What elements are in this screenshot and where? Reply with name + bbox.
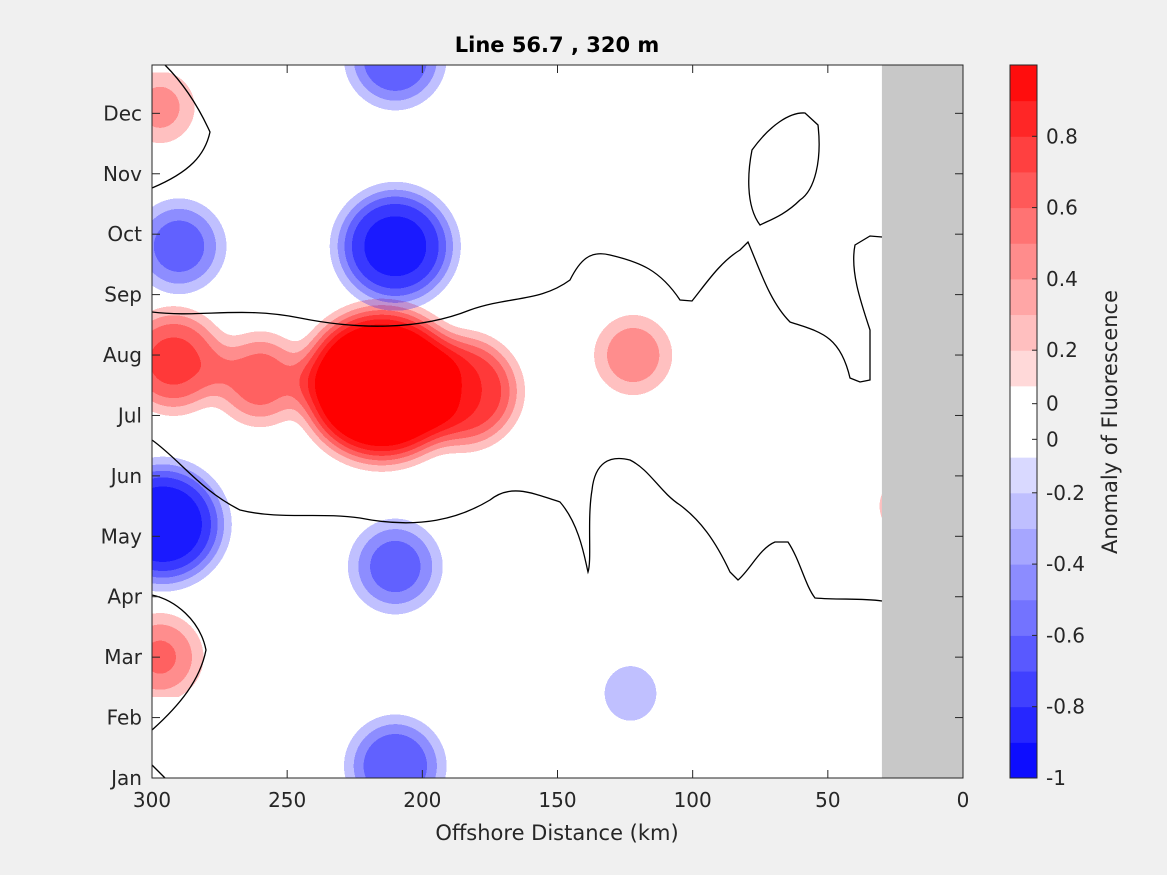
colorbar-tick-label: 0.2 (1046, 338, 1078, 362)
colorbar-segment (1010, 528, 1037, 565)
anomaly-blob-negative (351, 65, 439, 104)
anomaly-blob-negative (351, 721, 440, 778)
anomaly-blob-positive (305, 313, 458, 458)
y-tick-label: Apr (107, 585, 142, 609)
anomaly-blob-positive (152, 72, 194, 142)
colorbar-segment (1010, 207, 1037, 244)
zero-contour-upper (151, 235, 883, 383)
colorbar-segment (1010, 136, 1037, 173)
anomaly-blob-positive (218, 337, 302, 422)
y-tick-label: Dec (103, 101, 142, 125)
y-tick-label: Jan (109, 766, 142, 790)
colorbar-segment (1010, 65, 1037, 102)
x-axis: 300 250 200 150 100 50 0 (133, 65, 969, 812)
anomaly-blob-negative (601, 662, 660, 725)
colorbar-segment (1010, 314, 1037, 351)
colorbar-tick-label: 0 (1046, 427, 1059, 451)
colorbar (1010, 65, 1037, 779)
colorbar-segment (1010, 457, 1037, 494)
colorbar-frame (1009, 64, 1038, 779)
colorbar-segment (1010, 492, 1037, 529)
colorbar-tick-label: 0.8 (1046, 124, 1078, 148)
no-data-region (881, 65, 963, 778)
y-tick-label: Oct (107, 222, 142, 246)
colorbar-label: Anomaly of Fluorescence (1098, 290, 1122, 554)
x-axis-label: Offshore Distance (km) (435, 821, 678, 845)
x-tick-label: 250 (268, 788, 306, 812)
x-tick-label: 50 (815, 788, 840, 812)
plot-area (152, 65, 963, 778)
x-tick-label: 300 (133, 788, 171, 812)
colorbar-tick-label: -0.6 (1046, 623, 1085, 647)
anomaly-blob-positive (410, 339, 516, 443)
chart-title: Line 56.7 , 320 m (455, 33, 660, 57)
zero-contours (151, 64, 883, 779)
colorbar-tick-label: 0 (1046, 392, 1059, 416)
colorbar-tick-label: -0.8 (1046, 695, 1085, 719)
y-tick-label: Aug (103, 343, 142, 367)
negative-blobs (152, 65, 882, 778)
colorbar-tick-label: -0.4 (1046, 552, 1085, 576)
negative-anomaly-layer (152, 65, 882, 778)
x-tick-label: 100 (674, 788, 712, 812)
colorbar-tick-label: -1 (1046, 766, 1066, 790)
x-tick-label: 0 (957, 788, 970, 812)
colorbar-segment (1010, 599, 1037, 636)
y-tick-label: Mar (104, 645, 143, 669)
zero-contour-lower (151, 439, 883, 602)
zero-contour-jan (151, 764, 166, 779)
anomaly-blob-positive (152, 617, 199, 697)
y-tick-label: Jul (116, 403, 142, 427)
zero-contour-top-left (151, 64, 211, 189)
colorbar-tick-label: 0.6 (1046, 196, 1078, 220)
y-tick-label: Sep (104, 283, 142, 307)
colorbar-segment (1010, 742, 1037, 779)
anomaly-blob-negative (340, 192, 451, 301)
colorbar-segment (1010, 671, 1037, 708)
y-tick-label: Nov (103, 162, 142, 186)
colorbar-segment (1010, 278, 1037, 316)
colorbar-segment (1010, 171, 1037, 209)
anomaly-blob-positive (152, 314, 221, 408)
positive-anomaly-layer (152, 72, 882, 697)
colorbar-segment (1010, 100, 1037, 137)
zero-contour-mar (151, 594, 207, 731)
positive-blobs (152, 72, 882, 697)
anomaly-blob-negative (152, 468, 221, 581)
y-axis: Jan Feb Mar Apr May Jun Jul Aug Sep Oct Nov Dec (101, 101, 963, 790)
anomaly-blob-positive (597, 318, 669, 393)
anomaly-field (152, 65, 882, 778)
anomaly-blob-positive (878, 491, 882, 521)
x-tick-label: 150 (538, 788, 576, 812)
anomaly-blob-negative (152, 204, 221, 289)
colorbar-tick-label: 0.4 (1046, 267, 1078, 291)
zero-contour-nov-loop (748, 112, 820, 226)
y-tick-label: May (101, 524, 143, 548)
y-tick-label: Jun (109, 464, 142, 488)
anomaly-blob-negative (354, 524, 437, 609)
colorbar-segment (1010, 243, 1037, 280)
y-tick-label: Feb (107, 706, 142, 730)
colorbar-ticks: -1 -0.8 -0.6 -0.4 -0.2 0 0 0.2 0.4 0.6 0.8 (1032, 124, 1085, 790)
colorbar-segment (1010, 635, 1037, 672)
colorbar-segment (1010, 350, 1037, 387)
x-tick-label: 200 (403, 788, 441, 812)
colorbar-segment (1010, 706, 1037, 743)
colorbar-segment (1010, 564, 1037, 601)
colorbar-tick-label: -0.2 (1046, 481, 1085, 505)
anomaly-blob-negative (880, 652, 882, 674)
